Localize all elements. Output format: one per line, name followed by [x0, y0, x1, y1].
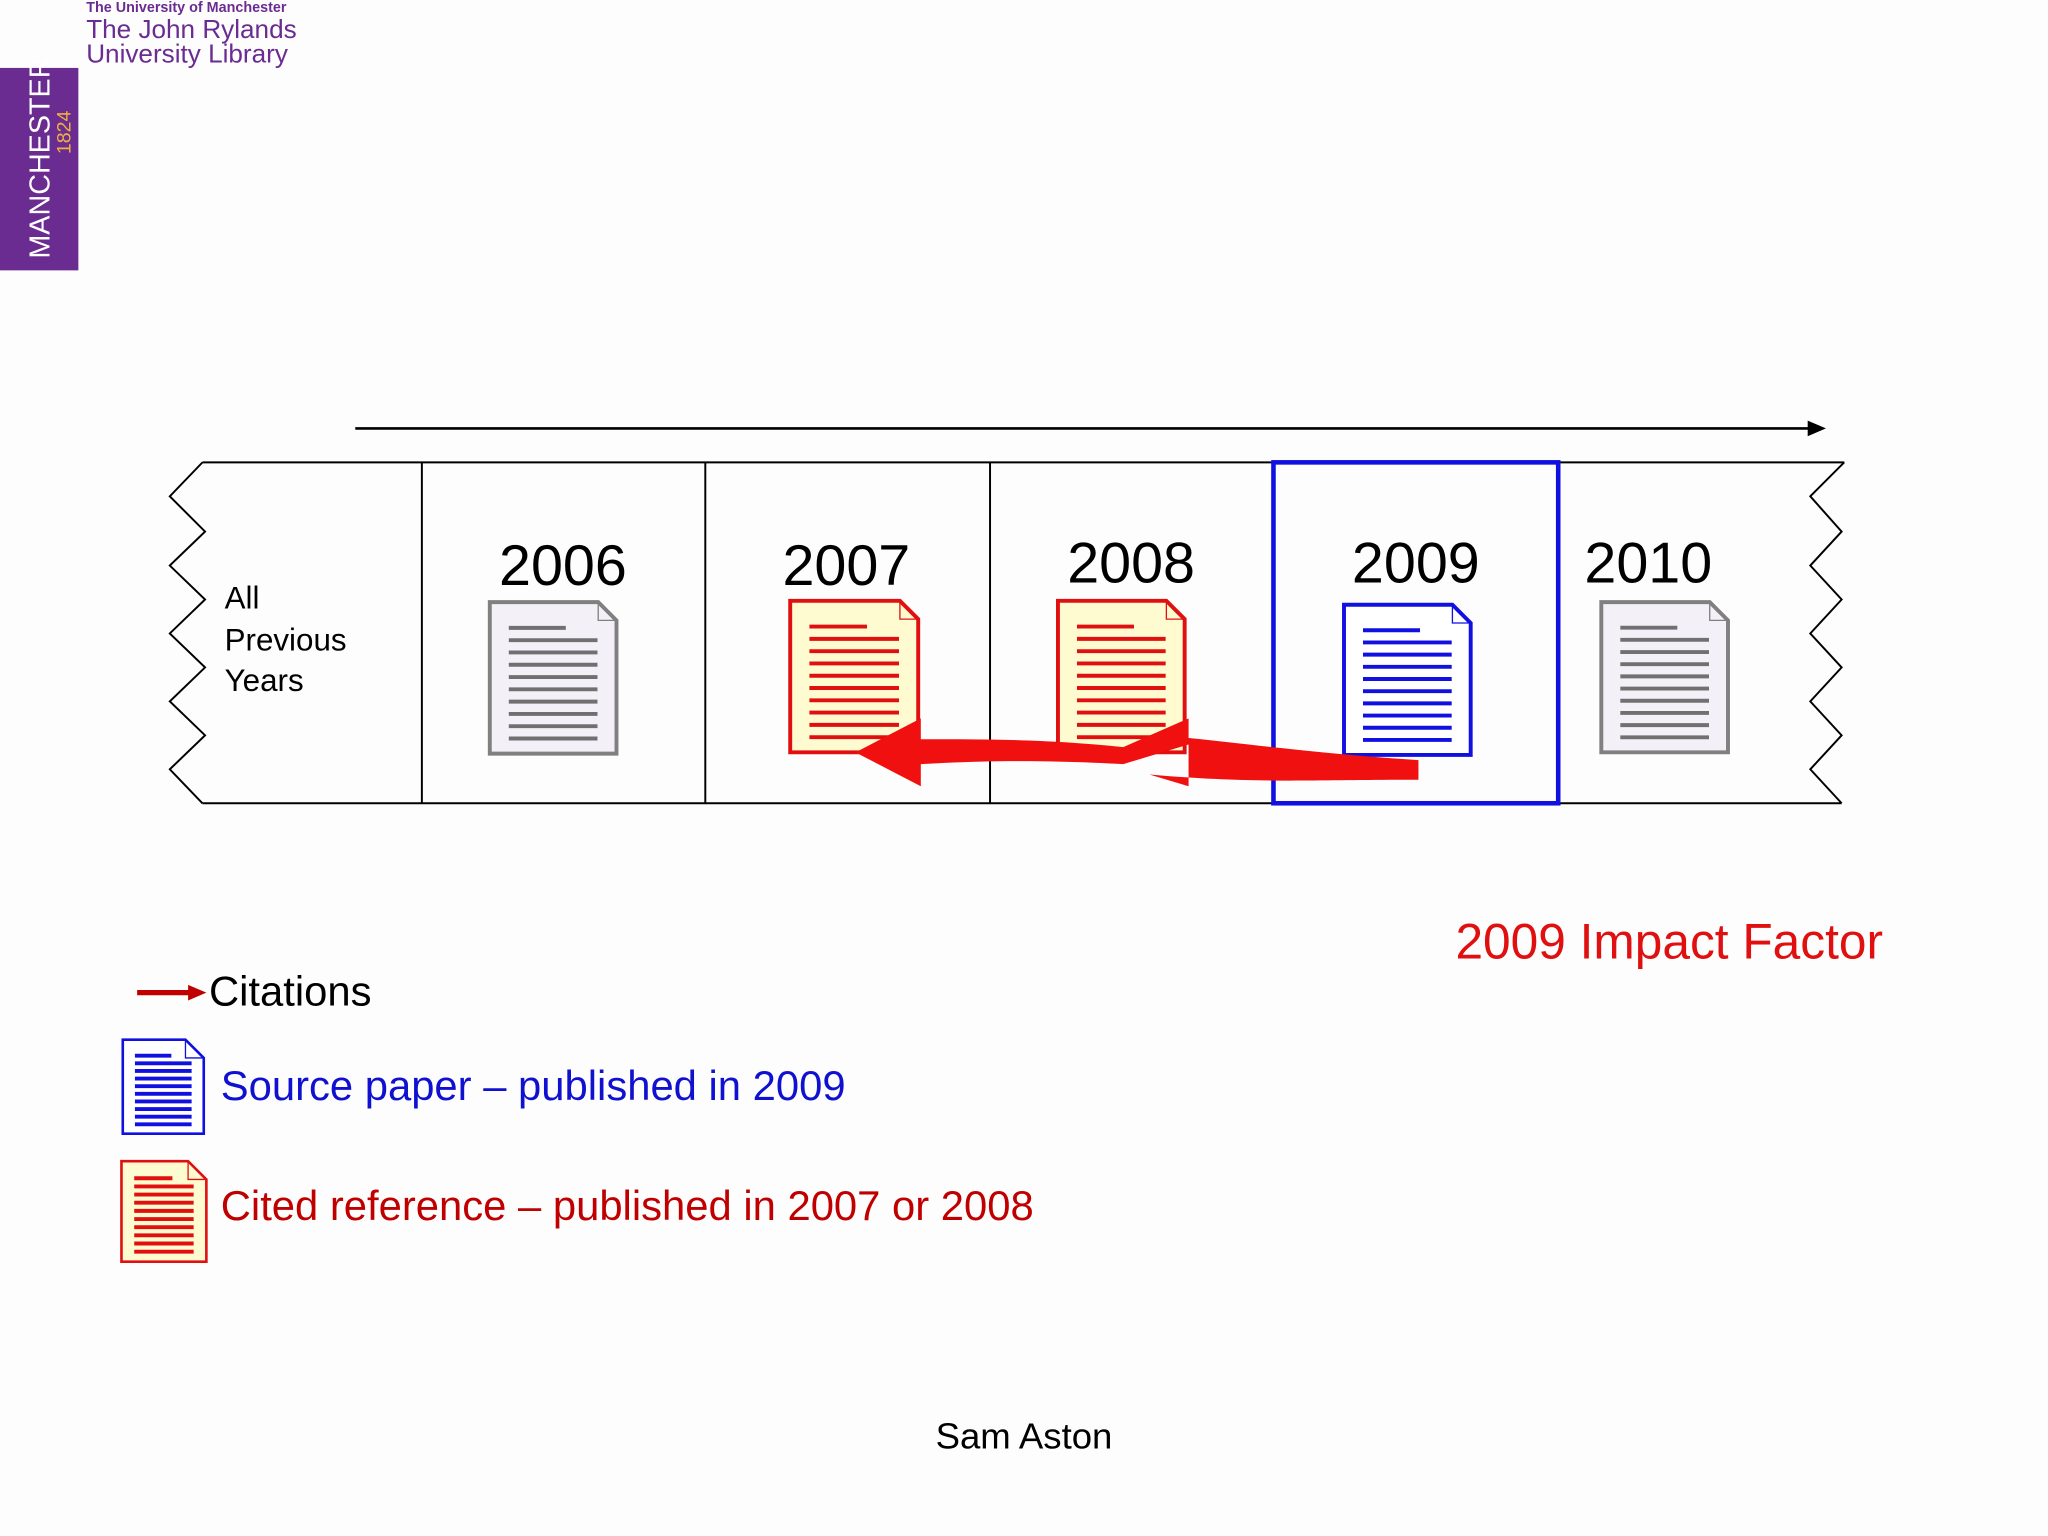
document-fold [187, 1161, 207, 1181]
citation-arrow [855, 718, 1419, 787]
document-fold [184, 1039, 204, 1059]
document-fold [1451, 604, 1471, 624]
year-label: 2009 [1352, 532, 1480, 596]
document-fold [899, 600, 919, 620]
cell-label: All [225, 581, 260, 616]
document-fold [597, 602, 617, 622]
legend-cited: Cited reference – published in 2007 or 2… [221, 1182, 1034, 1229]
logo-library: The John Rylands [86, 14, 296, 44]
year-label: 2008 [1067, 532, 1195, 596]
year-label: 2007 [782, 534, 910, 598]
legend-citations: Citations [209, 968, 372, 1015]
time-arrowhead [1807, 420, 1826, 437]
legend-source: Source paper – published in 2009 [221, 1062, 846, 1109]
cell-label: Previous [225, 622, 347, 657]
logo-year: 1824 [54, 110, 76, 154]
logo-university: The University of Manchester [86, 0, 287, 16]
logo-crest-text: MANCHESTER [25, 58, 57, 259]
cell-label: Years [225, 663, 304, 698]
logo-crest [0, 67, 79, 271]
document-fold [1165, 600, 1185, 620]
footer: Sam Aston [936, 1415, 1113, 1456]
title: 2009 Impact Factor [1455, 914, 1883, 970]
legend-arrowhead [188, 984, 207, 1001]
highlight-box [1271, 460, 1561, 806]
document-fold [1709, 602, 1728, 622]
year-label: 2006 [499, 534, 627, 598]
logo-library: University Library [86, 39, 288, 69]
year-label: 2010 [1584, 532, 1712, 596]
